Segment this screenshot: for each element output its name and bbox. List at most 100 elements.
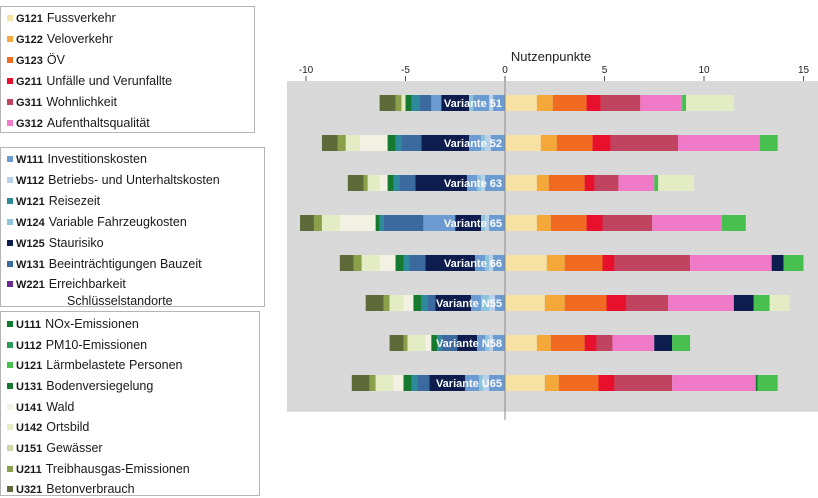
- bar-segment-negative: [321, 215, 340, 231]
- bar-segment-negative: [411, 375, 418, 391]
- legend-item: G122 Veloverkehr: [7, 31, 113, 47]
- legend-item: U151 Gewässer: [7, 440, 103, 456]
- legend-swatch: [7, 320, 13, 327]
- x-tick-label: -10: [299, 65, 314, 76]
- category-label: Variante 63: [444, 178, 502, 190]
- category-label: Variante 51: [444, 98, 502, 110]
- bar-segment-negative: [483, 375, 490, 391]
- legend-item: U121 Lärmbelastete Personen: [7, 357, 183, 373]
- legend-swatch: [7, 197, 13, 204]
- bar-row: Variante 52: [321, 135, 778, 151]
- bar-segment-negative: [313, 215, 322, 231]
- legend-item: W111 Investitionskosten: [7, 151, 147, 167]
- bar-segment-negative: [465, 375, 480, 391]
- bar-segment-negative: [415, 175, 468, 191]
- bar-segment-negative: [403, 335, 408, 351]
- legend-code: G211: [16, 76, 43, 88]
- bar-segment-negative: [395, 95, 402, 111]
- bar-segment-positive: [610, 135, 679, 151]
- legend-label: NOx-Emissionen: [45, 317, 139, 331]
- legend-item: W221 Erreichbarkeit Schlüsselstandorte: [7, 276, 173, 308]
- legend-swatch: [7, 119, 13, 126]
- bar-segment-positive: [602, 255, 615, 271]
- x-tick-label: 10: [698, 65, 710, 76]
- legend-item: G312 Aufenthaltsqualität: [7, 115, 150, 131]
- bar-segment-negative: [469, 135, 482, 151]
- legend-label: Treibhausgas-Emissionen: [45, 462, 190, 476]
- bar-segment-positive: [602, 215, 653, 231]
- bar-segment-negative: [469, 95, 474, 111]
- bar-segment-negative: [403, 375, 412, 391]
- bar-segment-negative: [383, 215, 424, 231]
- bar-row: Variante N58: [389, 335, 691, 351]
- category-label: Variante N58: [436, 338, 502, 350]
- bar-segment-positive: [668, 295, 734, 311]
- legend-box-u: U111 NOx-Emissionen U112 PM10-Emissionen U…: [0, 311, 260, 496]
- bar-row: Variante 51: [379, 95, 734, 111]
- legend-swatch: [7, 361, 13, 368]
- bar-segment-negative: [379, 95, 396, 111]
- bar-segment-negative: [431, 335, 438, 351]
- chart-title: Nutzenpunkte: [511, 52, 591, 64]
- bar-segment-negative: [407, 335, 426, 351]
- bar-row: Variante U65: [351, 375, 778, 391]
- legend-code: U211: [16, 464, 42, 476]
- stacked-bar-chart: Nutzenpunkte -10 -5 0 5 10 15 Variante 51 Vari…: [287, 49, 818, 420]
- bar-segment-negative: [481, 295, 490, 311]
- legend-code: U141: [16, 402, 43, 414]
- bar-segment-positive: [564, 255, 603, 271]
- legend-label: Wald: [46, 400, 75, 414]
- bar-segment-positive: [564, 295, 607, 311]
- legend-item: W121 Reisezeit: [7, 193, 100, 209]
- bar-segment-positive: [733, 295, 754, 311]
- legend-item: U142 Ortsbild: [7, 419, 89, 435]
- bar-segment-positive: [584, 335, 597, 351]
- bar-segment-positive: [584, 175, 595, 191]
- bar-segment-positive: [672, 335, 691, 351]
- bar-segment-negative: [455, 215, 482, 231]
- bar-segment-positive: [771, 255, 784, 271]
- bar-segment-negative: [379, 215, 384, 231]
- bar-row: Variante 65: [300, 215, 746, 231]
- bar-segment-positive: [606, 295, 627, 311]
- bar-segment-negative: [481, 215, 486, 231]
- category-label: Variante U65: [436, 378, 502, 390]
- legend-code: G122: [16, 34, 43, 46]
- bar-segment-negative: [435, 295, 472, 311]
- bar-segment-negative: [471, 295, 482, 311]
- legend-item: U141 Wald: [7, 399, 74, 415]
- bar-segment-positive: [658, 175, 695, 191]
- bar-segment-negative: [347, 175, 364, 191]
- bar-segment-negative: [339, 215, 376, 231]
- bar-segment-negative: [339, 255, 354, 271]
- bar-segment-positive: [505, 175, 537, 191]
- legend-item: W112 Betriebs- und Unterhaltskosten: [7, 172, 220, 188]
- bar-segment-negative: [489, 215, 505, 231]
- legend-label: Variable Fahrzeugkosten: [48, 215, 187, 229]
- bar-segment-positive: [546, 255, 565, 271]
- bar-segment-positive: [640, 95, 683, 111]
- bar-segment-positive: [672, 375, 756, 391]
- bar-segment-negative: [403, 255, 410, 271]
- legend-code: W112: [16, 175, 45, 187]
- bar-segment-positive: [682, 95, 687, 111]
- legend-label: ÖV: [46, 53, 65, 67]
- bar-segment-negative: [359, 135, 388, 151]
- bar-segment-negative: [489, 95, 494, 111]
- legend-item: U321 Betonverbrauch: [7, 481, 135, 497]
- bar-segment-positive: [783, 255, 804, 271]
- legend-swatch: [7, 14, 13, 21]
- bar-segment-positive: [757, 375, 778, 391]
- category-label: Variante 65: [444, 218, 502, 230]
- bar-segment-negative: [395, 255, 404, 271]
- bar-segment-positive: [505, 255, 547, 271]
- bar-segment-negative: [351, 375, 370, 391]
- bar-segment-negative: [481, 135, 486, 151]
- bar-segment-positive: [550, 215, 587, 231]
- bar-segment-negative: [427, 295, 436, 311]
- bar-segment-positive: [690, 255, 772, 271]
- x-tick-label: -5: [401, 65, 410, 76]
- legend-code: G312: [16, 118, 43, 130]
- bar-segment-negative: [489, 295, 496, 311]
- bar-segment-negative: [441, 95, 470, 111]
